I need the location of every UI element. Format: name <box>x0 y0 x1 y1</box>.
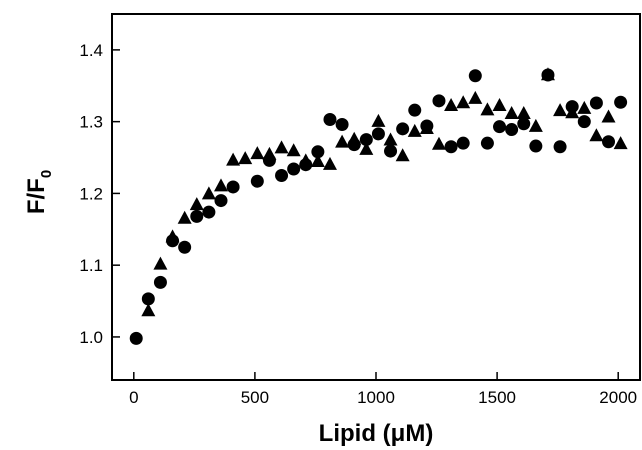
triangle-point <box>177 210 192 224</box>
triangle-point <box>407 123 422 137</box>
triangle-point <box>528 118 543 132</box>
circle-point <box>323 112 337 126</box>
triangle-point <box>540 67 555 81</box>
circle-point <box>529 139 543 153</box>
y-tick-label: 1.2 <box>79 184 103 203</box>
circle-point <box>408 103 422 117</box>
circle-point <box>577 115 591 129</box>
triangle-point <box>213 178 228 192</box>
triangle-point <box>335 134 350 148</box>
triangle-point <box>419 121 434 135</box>
triangle-point <box>250 146 265 160</box>
circle-point <box>493 120 507 134</box>
plot-area <box>111 13 641 381</box>
triangle-point <box>504 105 519 119</box>
y-tick-label: 1.1 <box>79 256 103 275</box>
triangle-point <box>322 156 337 170</box>
triangle-point <box>444 98 459 112</box>
triangle-point <box>553 103 568 117</box>
circle-point <box>456 136 470 150</box>
triangle-point <box>516 105 531 119</box>
tick-labels: 0 500 1000 1500 2000 1.0 1.1 1.2 1.3 1.4 <box>79 41 637 407</box>
triangle-point <box>359 141 374 155</box>
circle-point <box>250 174 264 188</box>
circle-point <box>153 275 167 289</box>
circle-point <box>311 145 325 159</box>
triangle-point <box>589 128 604 142</box>
x-tick-label: 2000 <box>599 388 637 407</box>
circle-point <box>335 118 349 132</box>
circle-point <box>275 168 289 182</box>
triangle-point <box>613 136 628 150</box>
data-markers <box>129 67 628 345</box>
x-tick-label: 1500 <box>478 388 516 407</box>
x-tick-label: 0 <box>129 388 138 407</box>
circle-point <box>359 133 373 147</box>
x-tick-label: 500 <box>241 388 269 407</box>
triangle-point <box>238 151 253 165</box>
plot-frame <box>111 13 641 381</box>
circle-point <box>589 96 603 110</box>
circle-point <box>602 135 616 149</box>
triangle-point <box>274 140 289 154</box>
triangle-point <box>286 143 301 157</box>
triangle-point <box>298 153 313 167</box>
circle-point <box>432 94 446 108</box>
circle-point <box>517 117 531 131</box>
triangle-point <box>189 197 204 211</box>
triangle-point <box>601 109 616 123</box>
circle-point <box>178 240 192 254</box>
circle-point <box>202 205 216 219</box>
circle-point <box>505 123 519 137</box>
circle-point <box>226 180 240 194</box>
y-axis-title-main: F/F <box>23 178 50 214</box>
triangle-point <box>347 131 362 145</box>
triangle-point <box>395 148 410 162</box>
circle-point <box>190 209 204 223</box>
circle-point <box>287 162 301 176</box>
circle-point <box>553 140 567 154</box>
circle-point <box>371 127 385 141</box>
circle-point <box>468 69 482 83</box>
triangle-point <box>371 113 386 127</box>
triangle-point <box>201 186 216 200</box>
triangle-point <box>383 132 398 146</box>
circle-point <box>444 140 458 154</box>
circle-point <box>141 292 155 306</box>
y-axis-title-subscript: 0 <box>38 170 55 178</box>
circle-point <box>396 122 410 136</box>
triangle-point <box>153 256 168 270</box>
triangle-point <box>565 105 580 119</box>
circle-point <box>614 95 628 109</box>
x-axis-title: Lipid (μM) <box>319 420 434 447</box>
circle-point <box>129 331 143 345</box>
triangle-point <box>468 90 483 104</box>
triangle-point <box>310 154 325 168</box>
y-tick-label: 1.3 <box>79 113 103 132</box>
triangle-point <box>141 303 156 317</box>
triangle-point <box>226 152 241 166</box>
triangle-point <box>165 229 180 243</box>
y-tick-label: 1.4 <box>79 41 103 60</box>
triangle-point <box>492 98 507 112</box>
triangle-point <box>456 95 471 109</box>
triangle-point <box>577 100 592 114</box>
circle-point <box>214 194 228 208</box>
x-tick-label: 1000 <box>357 388 395 407</box>
axis-ticks <box>112 49 619 380</box>
y-axis-title: F/F0 <box>23 170 55 214</box>
circle-point <box>384 144 398 158</box>
circle-point <box>480 136 494 150</box>
y-tick-label: 1.0 <box>79 328 103 347</box>
triangle-point <box>480 102 495 116</box>
triangle-point <box>431 136 446 150</box>
triangle-point <box>262 146 277 160</box>
